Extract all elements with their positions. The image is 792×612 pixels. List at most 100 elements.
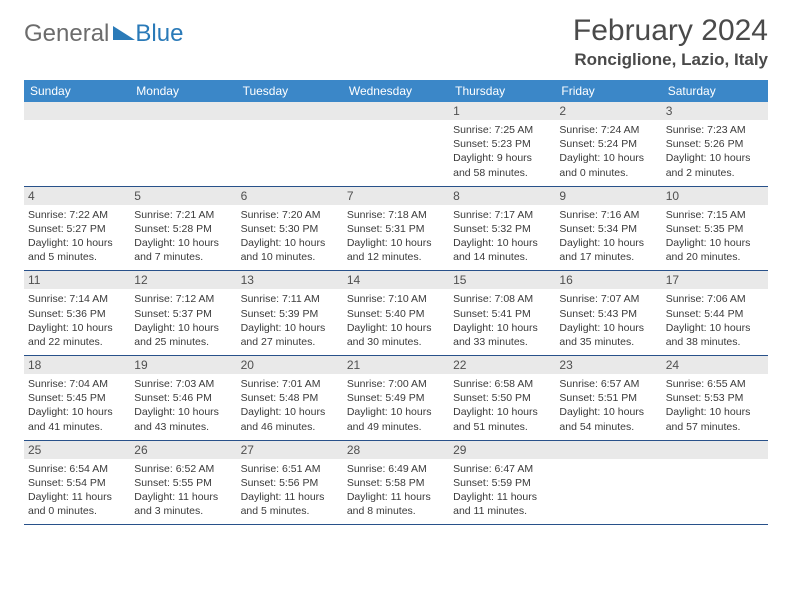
day-content-row: Sunrise: 7:22 AMSunset: 5:27 PMDaylight:…: [24, 205, 768, 271]
day-number: 19: [130, 356, 236, 375]
day-number: 29: [449, 440, 555, 459]
day-cell: Sunrise: 6:49 AMSunset: 5:58 PMDaylight:…: [343, 459, 449, 525]
daylight-text-1: Daylight: 11 hours: [453, 490, 551, 504]
daylight-text-2: and 11 minutes.: [453, 504, 551, 518]
sunset-text: Sunset: 5:51 PM: [559, 391, 657, 405]
sunrise-text: Sunrise: 7:18 AM: [347, 208, 445, 222]
sunset-text: Sunset: 5:26 PM: [666, 137, 764, 151]
daylight-text-1: Daylight: 10 hours: [559, 321, 657, 335]
day-content-row: Sunrise: 7:04 AMSunset: 5:45 PM Daylight:…: [24, 374, 768, 440]
day-number: 6: [237, 186, 343, 205]
day-cell: Sunrise: 7:03 AMSunset: 5:46 PMDaylight:…: [130, 374, 236, 440]
weekday-header: Wednesday: [343, 80, 449, 102]
day-cell: Sunrise: 7:25 AMSunset: 5:23 PMDaylight:…: [449, 120, 555, 186]
sunset-text: Sunset: 5:40 PM: [347, 307, 445, 321]
day-cell: [343, 120, 449, 186]
day-cell: [555, 459, 661, 525]
daylight-text-1: Daylight: 10 hours: [559, 405, 657, 419]
sunrise-text: Sunrise: 7:03 AM: [134, 377, 232, 391]
day-number: 11: [24, 271, 130, 290]
day-cell: Sunrise: 7:11 AMSunset: 5:39 PMDaylight:…: [237, 289, 343, 355]
sunset-text: Sunset: 5:36 PM: [28, 307, 126, 321]
daylight-text-1: Daylight: 11 hours: [28, 490, 126, 504]
sunrise-text: Sunrise: 7:14 AM: [28, 292, 126, 306]
sunset-text: Sunset: 5:48 PM: [241, 391, 339, 405]
sunrise-text: Sunrise: 7:00 AM: [347, 377, 445, 391]
daylight-text-2: and 57 minutes.: [666, 420, 764, 434]
day-cell: Sunrise: 7:08 AMSunset: 5:41 PMDaylight:…: [449, 289, 555, 355]
day-number: 15: [449, 271, 555, 290]
day-number: 13: [237, 271, 343, 290]
day-cell: Sunrise: 7:00 AMSunset: 5:49 PMDaylight:…: [343, 374, 449, 440]
sunrise-text: Sunrise: 7:06 AM: [666, 292, 764, 306]
weekday-header: Tuesday: [237, 80, 343, 102]
daylight-text-2: and 5 minutes.: [28, 250, 126, 264]
day-number: 4: [24, 186, 130, 205]
day-number: 16: [555, 271, 661, 290]
day-number: 17: [662, 271, 768, 290]
daylight-text-1: Daylight: 10 hours: [559, 236, 657, 250]
sunset-text: Sunset: 5:59 PM: [453, 476, 551, 490]
logo-text-general: General: [24, 20, 109, 48]
day-number: 10: [662, 186, 768, 205]
sunrise-text: Sunrise: 7:12 AM: [134, 292, 232, 306]
sunset-text: Sunset: 5:30 PM: [241, 222, 339, 236]
daylight-text-1: Daylight: 10 hours: [453, 236, 551, 250]
daylight-text-2: and 10 minutes.: [241, 250, 339, 264]
day-cell: Sunrise: 6:52 AMSunset: 5:55 PMDaylight:…: [130, 459, 236, 525]
day-number: [343, 102, 449, 120]
day-number: 28: [343, 440, 449, 459]
day-number: 7: [343, 186, 449, 205]
sunrise-text: Sunrise: 7:07 AM: [559, 292, 657, 306]
sunset-text: Sunset: 5:39 PM: [241, 307, 339, 321]
logo: General Blue: [24, 14, 183, 48]
sunset-text: Sunset: 5:56 PM: [241, 476, 339, 490]
sunset-text: Sunset: 5:53 PM: [666, 391, 764, 405]
day-cell: Sunrise: 7:15 AMSunset: 5:35 PMDaylight:…: [662, 205, 768, 271]
day-content-row: Sunrise: 6:54 AMSunset: 5:54 PMDaylight:…: [24, 459, 768, 525]
sunrise-text: Sunrise: 7:04 AM: [28, 377, 126, 391]
sunset-text: Sunset: 5:45 PM: [28, 391, 126, 405]
day-number: 23: [555, 356, 661, 375]
daylight-text-1: Daylight: 10 hours: [559, 151, 657, 165]
daylight-text-1: Daylight: 10 hours: [134, 405, 232, 419]
day-number: [237, 102, 343, 120]
day-cell: Sunrise: 7:01 AMSunset: 5:48 PMDaylight:…: [237, 374, 343, 440]
day-cell: Sunrise: 7:21 AMSunset: 5:28 PMDaylight:…: [130, 205, 236, 271]
day-cell: Sunrise: 6:54 AMSunset: 5:54 PMDaylight:…: [24, 459, 130, 525]
page-header: General Blue February 2024 Ronciglione, …: [24, 14, 768, 70]
daylight-text-2: and 54 minutes.: [559, 420, 657, 434]
daylight-text-1: Daylight: 10 hours: [241, 236, 339, 250]
sunrise-text: Sunrise: 7:20 AM: [241, 208, 339, 222]
daylight-text-2: and 2 minutes.: [666, 166, 764, 180]
daylight-text-2: and 8 minutes.: [347, 504, 445, 518]
day-cell: Sunrise: 7:06 AMSunset: 5:44 PMDaylight:…: [662, 289, 768, 355]
sunrise-text: Sunrise: 7:10 AM: [347, 292, 445, 306]
daylight-text-2: and 0 minutes.: [28, 504, 126, 518]
daylight-text-1: Daylight: 10 hours: [666, 405, 764, 419]
calendar-table: SundayMondayTuesdayWednesdayThursdayFrid…: [24, 80, 768, 525]
day-number: 18: [24, 356, 130, 375]
daylight-text-1: Daylight: 11 hours: [241, 490, 339, 504]
day-cell: Sunrise: 7:16 AMSunset: 5:34 PMDaylight:…: [555, 205, 661, 271]
day-number: [662, 440, 768, 459]
page-subtitle: Ronciglione, Lazio, Italy: [573, 50, 768, 70]
daylight-text-1: Daylight: 10 hours: [28, 321, 126, 335]
day-cell: Sunrise: 6:58 AMSunset: 5:50 PMDaylight:…: [449, 374, 555, 440]
sunrise-text: Sunrise: 6:49 AM: [347, 462, 445, 476]
sunset-text: Sunset: 5:49 PM: [347, 391, 445, 405]
sunrise-text: Sunrise: 7:17 AM: [453, 208, 551, 222]
daylight-text-1: Daylight: 11 hours: [347, 490, 445, 504]
sunrise-text: Sunrise: 7:22 AM: [28, 208, 126, 222]
daylight-text-2: and 17 minutes.: [559, 250, 657, 264]
day-number: 25: [24, 440, 130, 459]
sunrise-text: Sunrise: 6:47 AM: [453, 462, 551, 476]
sunset-text: Sunset: 5:31 PM: [347, 222, 445, 236]
sunset-text: Sunset: 5:46 PM: [134, 391, 232, 405]
sunrise-text: Sunrise: 7:24 AM: [559, 123, 657, 137]
day-number: 26: [130, 440, 236, 459]
day-cell: Sunrise: 7:14 AMSunset: 5:36 PMDaylight:…: [24, 289, 130, 355]
daylight-text-2: and 7 minutes.: [134, 250, 232, 264]
sunset-text: Sunset: 5:34 PM: [559, 222, 657, 236]
day-number: 21: [343, 356, 449, 375]
